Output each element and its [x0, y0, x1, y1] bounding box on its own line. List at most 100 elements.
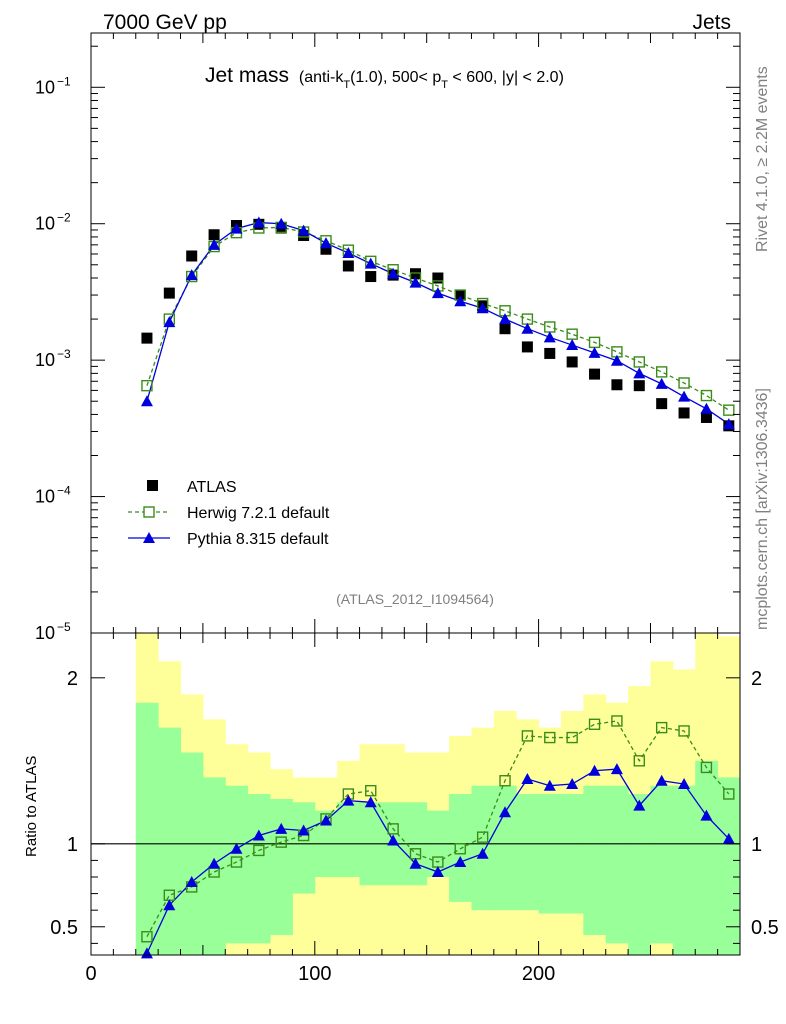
ratio-band-inner	[695, 760, 719, 955]
plot-title-subtitle: (anti-kT(1.0), 500< pT < 600, |y| < 2.0)	[299, 69, 564, 91]
pythia-point	[722, 418, 735, 430]
ratio-herwig-point	[678, 725, 690, 737]
ratio-pythia-point	[566, 778, 579, 790]
ratio-pythia-point	[476, 847, 489, 859]
ratio-band-inner	[605, 785, 629, 944]
pythia-point	[476, 302, 489, 314]
ratio-herwig-point	[253, 844, 265, 857]
pythia-point	[275, 217, 288, 229]
ratio-band-inner	[538, 794, 562, 914]
main-y-tick-label: 10	[35, 214, 55, 234]
ratio-pythia-point	[208, 857, 221, 869]
ratio-axes: 0.5 0.5 1 1 2 2 0 100 200	[50, 633, 779, 985]
ratio-y-tick-label-left: 0.5	[50, 917, 78, 939]
header-right-label: Jets	[692, 11, 731, 34]
ratio-pythia-point	[140, 947, 153, 959]
ratio-y-tick-label-right: 2	[751, 668, 762, 690]
pythia-point	[252, 216, 265, 228]
herwig-point	[723, 404, 735, 416]
ratio-y-tick-label-left: 1	[67, 834, 78, 856]
rivet-version-label: Rivet 4.1.0, ≥ 2.2M events	[754, 66, 771, 252]
ratio-herwig-point	[611, 715, 623, 727]
ratio-panel: 0.5 0.5 1 1 2 2 0 100 200 Ratio to ATLAS	[23, 632, 779, 985]
main-plot-area	[140, 216, 735, 432]
atlas-point	[656, 398, 668, 410]
atlas-point	[633, 380, 645, 392]
atlas-point	[365, 271, 377, 283]
main-y-tick-exponent: −2	[57, 211, 71, 225]
main-axes: 10−510−410−310−210−1	[35, 33, 741, 643]
ratio-pythia-point	[319, 814, 332, 826]
legend: ATLAS Herwig 7.2.1 default Pythia 8.315 …	[128, 479, 330, 548]
ratio-band-inner	[628, 794, 651, 955]
ratio-herwig-point	[700, 761, 713, 774]
herwig-point	[678, 377, 690, 389]
ratio-pythia-point	[387, 834, 400, 846]
herwig-point	[566, 328, 578, 340]
ratio-band-inner	[225, 785, 249, 944]
plot-title: Jet mass (anti-kT(1.0), 500< pT < 600, |…	[205, 64, 564, 91]
ratio-pythia-point	[543, 779, 556, 791]
ratio-band-inner	[560, 794, 584, 914]
ratio-pythia-point	[521, 773, 534, 785]
analysis-watermark: (ATLAS_2012_I1094564)	[336, 591, 494, 607]
pythia-point	[588, 346, 601, 358]
pythia-point	[566, 339, 579, 351]
ratio-pythia-point	[297, 824, 310, 836]
atlas-point	[186, 250, 198, 262]
main-y-tick-label: 10	[35, 77, 55, 97]
ratio-pythia-point	[633, 799, 646, 811]
ratio-herwig-point	[499, 775, 511, 787]
legend-herwig-label: Herwig 7.2.1 default	[187, 505, 330, 522]
pythia-point	[521, 322, 534, 334]
pythia-point	[140, 395, 153, 407]
pythia-point	[364, 257, 377, 269]
atlas-point	[163, 287, 175, 299]
legend-atlas-label: ATLAS	[187, 479, 237, 496]
atlas-point	[454, 289, 466, 301]
ratio-band-inner	[135, 702, 159, 955]
pythia-point	[297, 224, 310, 236]
main-y-tick-label: 10	[35, 350, 55, 370]
pythia-point	[633, 367, 646, 379]
ratio-herwig-point	[230, 856, 243, 868]
x-tick-label: 100	[298, 963, 331, 985]
ratio-y-axis-label: Ratio to ATLAS	[23, 756, 40, 857]
ratio-pythia-point	[678, 778, 691, 790]
pythia-point	[499, 313, 512, 325]
pythia-point	[655, 377, 668, 389]
ratio-frame	[90, 632, 741, 956]
atlas-point	[499, 323, 511, 335]
herwig-point	[700, 389, 713, 402]
ratio-pythia-point	[409, 857, 422, 869]
atlas-point	[589, 368, 601, 380]
ratio-herwig-point	[655, 721, 668, 734]
ratio-pythia-point	[655, 774, 668, 786]
atlas-point	[566, 356, 578, 368]
ratio-herwig-line	[146, 720, 730, 938]
ratio-band-inner	[493, 785, 517, 911]
ratio-herwig-point	[275, 836, 287, 848]
ratio-band-inner	[337, 802, 361, 877]
atlas-point	[521, 341, 533, 353]
herwig-point	[141, 379, 153, 392]
pythia-point	[543, 331, 556, 343]
ratio-pythia-point	[252, 829, 265, 841]
ratio-pythia-point	[431, 866, 444, 878]
ratio-herwig-point	[588, 718, 601, 730]
atlas-point	[432, 272, 444, 284]
pythia-point	[454, 295, 467, 307]
ratio-pythia-point	[722, 832, 735, 844]
ratio-band-inner	[650, 785, 674, 944]
ratio-y-tick-label-left: 2	[67, 668, 78, 690]
ratio-pythia-point	[454, 856, 467, 868]
atlas-point	[141, 332, 153, 344]
x-tick-label: 200	[522, 963, 555, 985]
ratio-herwig-point	[521, 730, 534, 742]
main-y-tick-exponent: −1	[57, 74, 71, 88]
pythia-point	[342, 247, 355, 259]
ratio-band-inner	[583, 785, 607, 936]
ratio-pythia-point	[342, 794, 355, 806]
main-y-tick-exponent: −4	[57, 484, 71, 498]
